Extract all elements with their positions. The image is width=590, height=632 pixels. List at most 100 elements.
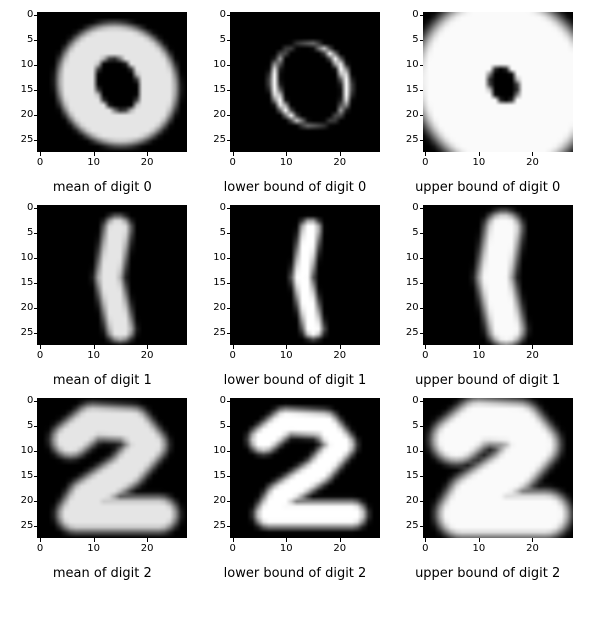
y-tick-label: 10	[202, 446, 226, 456]
digit-image	[37, 205, 187, 345]
y-tick-label: 20	[9, 110, 33, 120]
digit-image	[230, 205, 380, 345]
x-tick-label: 10	[280, 351, 293, 361]
y-tick-label: 5	[9, 421, 33, 431]
x-tick-label: 20	[526, 351, 539, 361]
x-tick-label: 0	[422, 158, 428, 168]
panel-2-1: 051015202501020 lower bound of digit 2	[201, 394, 390, 581]
y-tick-label: 0	[202, 10, 226, 20]
y-tick-label: 20	[9, 496, 33, 506]
x-tick-label: 10	[87, 544, 100, 554]
x-tick-label: 0	[422, 544, 428, 554]
y-tick-label: 10	[395, 253, 419, 263]
x-tick-label: 10	[280, 158, 293, 168]
y-tick-label: 10	[202, 60, 226, 70]
y-tick-label: 10	[395, 446, 419, 456]
axes-0-1: 051015202501020	[202, 8, 388, 178]
x-tick-label: 0	[422, 351, 428, 361]
digit-image	[230, 12, 380, 152]
panel-caption: mean of digit 2	[53, 566, 152, 581]
axes-0-2: 051015202501020	[395, 8, 581, 178]
y-tick-label: 5	[395, 228, 419, 238]
y-tick-label: 20	[9, 303, 33, 313]
y-tick-label: 5	[395, 35, 419, 45]
digit-image	[37, 12, 187, 152]
digit-image	[423, 398, 573, 538]
x-tick-label: 0	[37, 351, 43, 361]
x-tick-label: 20	[141, 158, 154, 168]
axes-1-0: 051015202501020	[9, 201, 195, 371]
panel-0-2: 051015202501020 upper bound of digit 0	[393, 8, 582, 195]
panel-0-0: 051015202501020 mean of digit 0	[8, 8, 197, 195]
x-tick-label: 20	[333, 544, 346, 554]
y-tick-label: 10	[9, 253, 33, 263]
panel-caption: upper bound of digit 1	[415, 373, 560, 388]
x-tick-label: 10	[87, 158, 100, 168]
panel-1-2: 051015202501020 upper bound of digit 1	[393, 201, 582, 388]
y-tick-label: 10	[202, 253, 226, 263]
x-tick-label: 20	[526, 158, 539, 168]
y-tick-label: 25	[9, 521, 33, 531]
panel-0-1: 051015202501020 lower bound of digit 0	[201, 8, 390, 195]
axes-0-0: 051015202501020	[9, 8, 195, 178]
y-tick-label: 0	[9, 10, 33, 20]
y-tick-label: 0	[202, 396, 226, 406]
x-tick-label: 10	[473, 544, 486, 554]
y-tick-label: 15	[202, 278, 226, 288]
x-tick-label: 10	[87, 351, 100, 361]
axes-2-0: 051015202501020	[9, 394, 195, 564]
y-tick-label: 5	[9, 228, 33, 238]
y-tick-label: 15	[9, 85, 33, 95]
x-tick-label: 0	[229, 544, 235, 554]
panel-caption: lower bound of digit 1	[224, 373, 367, 388]
y-tick-label: 15	[9, 278, 33, 288]
panel-caption: lower bound of digit 0	[224, 180, 367, 195]
panel-caption: mean of digit 1	[53, 373, 152, 388]
y-tick-label: 15	[395, 471, 419, 481]
y-tick-label: 0	[395, 396, 419, 406]
x-tick-label: 0	[37, 158, 43, 168]
y-tick-label: 15	[395, 85, 419, 95]
digit-image	[230, 398, 380, 538]
y-tick-label: 20	[395, 110, 419, 120]
x-tick-label: 20	[526, 544, 539, 554]
panel-caption: lower bound of digit 2	[224, 566, 367, 581]
y-tick-label: 20	[395, 303, 419, 313]
y-tick-label: 10	[9, 446, 33, 456]
y-tick-label: 0	[9, 203, 33, 213]
y-tick-label: 5	[9, 35, 33, 45]
digit-image	[423, 205, 573, 345]
y-tick-label: 20	[202, 496, 226, 506]
panel-caption: mean of digit 0	[53, 180, 152, 195]
y-tick-label: 0	[395, 203, 419, 213]
axes-2-1: 051015202501020	[202, 394, 388, 564]
x-tick-label: 0	[37, 544, 43, 554]
panel-2-2: 051015202501020 upper bound of digit 2	[393, 394, 582, 581]
y-tick-label: 10	[9, 60, 33, 70]
y-tick-label: 15	[202, 471, 226, 481]
y-tick-label: 20	[395, 496, 419, 506]
x-tick-label: 20	[141, 544, 154, 554]
y-tick-label: 15	[202, 85, 226, 95]
y-tick-label: 0	[395, 10, 419, 20]
panel-1-0: 051015202501020 mean of digit 1	[8, 201, 197, 388]
y-tick-label: 25	[395, 328, 419, 338]
y-tick-label: 0	[202, 203, 226, 213]
y-tick-label: 25	[202, 135, 226, 145]
figure-grid: 0 5 10 15 20 25 0 10 20 mean of digit 0 0 5 10 15 20…	[8, 8, 582, 581]
axes-1-1: 051015202501020	[202, 201, 388, 371]
y-tick-label: 10	[395, 60, 419, 70]
y-tick-label: 15	[395, 278, 419, 288]
x-tick-label: 10	[473, 158, 486, 168]
panel-caption: upper bound of digit 2	[415, 566, 560, 581]
digit-image	[37, 398, 187, 538]
y-tick-label: 5	[395, 421, 419, 431]
y-tick-label: 15	[9, 471, 33, 481]
panel-caption: upper bound of digit 0	[415, 180, 560, 195]
x-tick-label: 0	[229, 158, 235, 168]
axes-1-2: 051015202501020	[395, 201, 581, 371]
y-tick-label: 25	[202, 328, 226, 338]
panel-2-0: 051015202501020 mean of digit 2	[8, 394, 197, 581]
digit-image	[423, 12, 573, 152]
y-tick-label: 20	[202, 110, 226, 120]
